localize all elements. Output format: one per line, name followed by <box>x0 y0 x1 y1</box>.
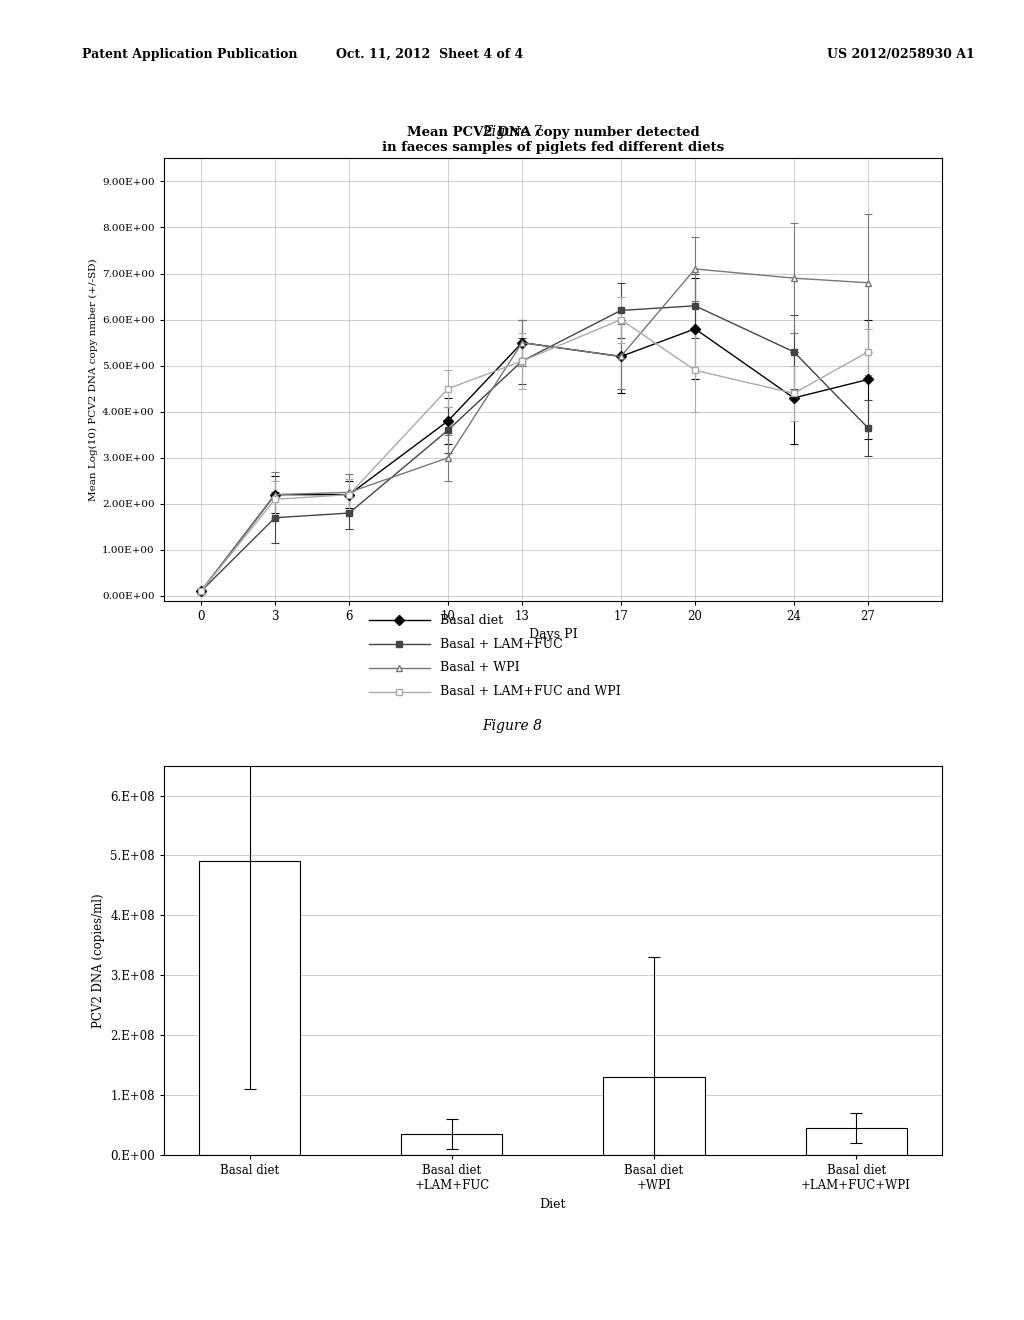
Bar <box>401 1134 503 1155</box>
Y-axis label: Mean Log(10) PCV2 DNA copy nmber (+/-SD): Mean Log(10) PCV2 DNA copy nmber (+/-SD) <box>89 259 98 500</box>
Bar <box>200 862 300 1155</box>
Text: US 2012/0258930 A1: US 2012/0258930 A1 <box>827 48 975 61</box>
X-axis label: Days PI: Days PI <box>528 628 578 642</box>
Text: Basal diet: Basal diet <box>440 614 504 627</box>
Y-axis label: PCV2 DNA (copies/ml): PCV2 DNA (copies/ml) <box>91 894 104 1027</box>
Text: Figure 7: Figure 7 <box>482 125 542 140</box>
Text: Oct. 11, 2012  Sheet 4 of 4: Oct. 11, 2012 Sheet 4 of 4 <box>337 48 523 61</box>
Title: Mean PCV2 DNA copy number detected
in faeces samples of piglets fed different di: Mean PCV2 DNA copy number detected in fa… <box>382 127 724 154</box>
Text: Basal + WPI: Basal + WPI <box>440 661 520 675</box>
Text: Patent Application Publication: Patent Application Publication <box>82 48 297 61</box>
Text: Figure 8: Figure 8 <box>482 719 542 734</box>
Text: Basal + LAM+FUC: Basal + LAM+FUC <box>440 638 563 651</box>
Bar <box>806 1129 906 1155</box>
Bar <box>603 1077 705 1155</box>
Text: Basal + LAM+FUC and WPI: Basal + LAM+FUC and WPI <box>440 685 622 698</box>
X-axis label: Diet: Diet <box>540 1197 566 1210</box>
